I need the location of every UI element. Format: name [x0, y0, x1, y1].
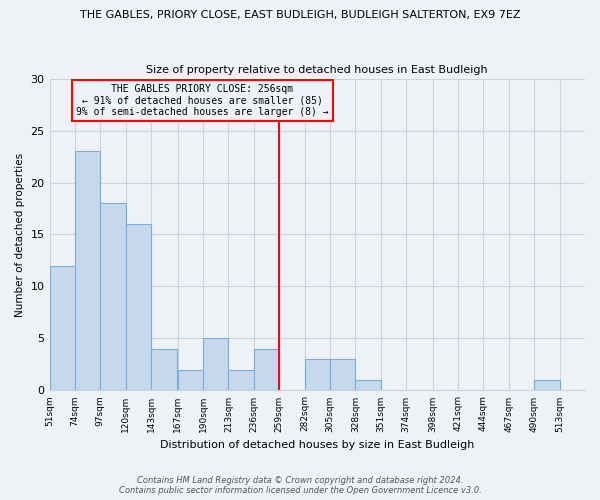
Bar — [229, 370, 254, 390]
Bar — [178, 370, 203, 390]
Bar — [50, 266, 75, 390]
Bar — [100, 204, 126, 390]
Bar — [534, 380, 560, 390]
Bar — [330, 359, 355, 390]
Y-axis label: Number of detached properties: Number of detached properties — [15, 152, 25, 316]
Bar — [254, 349, 279, 391]
X-axis label: Distribution of detached houses by size in East Budleigh: Distribution of detached houses by size … — [160, 440, 475, 450]
Bar — [126, 224, 151, 390]
Bar — [305, 359, 330, 390]
Bar — [355, 380, 381, 390]
Text: Contains HM Land Registry data © Crown copyright and database right 2024.
Contai: Contains HM Land Registry data © Crown c… — [119, 476, 481, 495]
Title: Size of property relative to detached houses in East Budleigh: Size of property relative to detached ho… — [146, 65, 488, 75]
Bar — [75, 152, 100, 390]
Text: THE GABLES, PRIORY CLOSE, EAST BUDLEIGH, BUDLEIGH SALTERTON, EX9 7EZ: THE GABLES, PRIORY CLOSE, EAST BUDLEIGH,… — [80, 10, 520, 20]
Bar — [151, 349, 176, 391]
Text: THE GABLES PRIORY CLOSE: 256sqm
← 91% of detached houses are smaller (85)
9% of : THE GABLES PRIORY CLOSE: 256sqm ← 91% of… — [76, 84, 329, 117]
Bar — [203, 338, 229, 390]
